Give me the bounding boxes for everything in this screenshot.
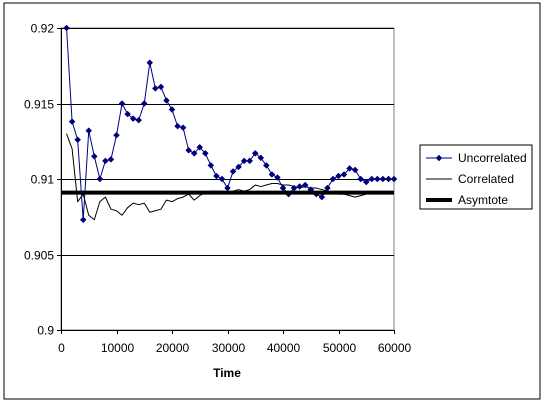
data-point-uncorrelated [229,168,237,175]
legend-item-asymtote: Asymtote [426,193,508,207]
legend-items: Uncorrelated Correlated Asymtote [426,151,527,207]
data-point-uncorrelated [85,127,93,135]
data-point-uncorrelated [190,149,198,157]
data-point-uncorrelated [118,100,126,107]
data-point-uncorrelated [196,143,204,151]
data-point-uncorrelated [213,172,220,180]
data-point-uncorrelated [390,175,398,183]
data-point-uncorrelated [163,97,170,104]
data-point-uncorrelated [157,83,165,91]
data-point-uncorrelated [146,59,154,67]
data-point-uncorrelated [74,136,82,144]
data-point-uncorrelated [385,175,392,183]
data-point-uncorrelated [329,175,337,183]
data-point-uncorrelated [179,124,187,132]
data-point-uncorrelated [301,181,309,189]
data-point-uncorrelated [107,156,115,163]
gridlines [61,28,394,256]
data-point-uncorrelated [373,175,381,183]
data-point-uncorrelated [262,162,270,169]
data-point-uncorrelated [90,152,98,160]
data-point-uncorrelated [102,157,109,165]
data-point-uncorrelated [168,106,176,113]
data-point-uncorrelated [174,122,181,130]
x-tick-label: 60000 [378,341,412,355]
data-point-uncorrelated [151,85,159,92]
data-point-uncorrelated [362,178,370,186]
series-layer [61,24,398,224]
x-tick-label: 50000 [323,341,357,355]
y-tick-label: 0.9 [37,324,54,338]
y-tick-label: 0.91 [31,173,55,187]
y-tick-label: 0.915 [24,98,54,112]
data-point-uncorrelated [318,193,326,201]
data-point-uncorrelated [296,183,304,190]
data-point-uncorrelated [201,149,209,157]
data-point-uncorrelated [246,157,254,165]
legend-item-uncorrelated: Uncorrelated [426,151,527,165]
legend-label-correlated: Correlated [458,172,514,186]
data-point-uncorrelated [96,175,104,183]
data-point-uncorrelated [79,216,87,224]
data-point-uncorrelated [63,24,70,32]
data-point-uncorrelated [113,131,120,139]
x-tick-label: 10000 [101,341,135,355]
data-point-uncorrelated [124,110,131,118]
x-tick-label: 0 [58,341,65,355]
data-point-uncorrelated [351,166,359,174]
x-tick-label: 40000 [267,341,301,355]
legend: Uncorrelated Correlated Asymtote [419,144,533,210]
legend-label-uncorrelated: Uncorrelated [458,151,527,165]
data-point-uncorrelated [340,171,348,178]
legend-item-correlated: Correlated [426,172,514,186]
data-point-uncorrelated [357,175,365,183]
x-axis: 0 10000 20000 30000 40000 50000 60000 [58,330,412,355]
data-point-uncorrelated [346,165,353,172]
legend-marker-uncorrelated [435,154,443,162]
y-tick-label: 0.905 [24,249,54,263]
data-point-uncorrelated [218,175,226,183]
data-point-uncorrelated [207,162,215,169]
data-point-uncorrelated [185,146,193,154]
data-point-uncorrelated [274,174,281,181]
data-point-uncorrelated [240,157,248,165]
y-tick-label: 0.92 [31,22,55,36]
data-point-uncorrelated [379,175,387,183]
data-point-uncorrelated [235,163,242,171]
data-point-uncorrelated [135,116,143,124]
x-tick-label: 20000 [156,341,190,355]
data-point-uncorrelated [257,154,265,162]
data-point-uncorrelated [140,100,148,107]
data-point-uncorrelated [68,118,76,125]
y-axis: 0.9 0.905 0.91 0.915 0.92 [24,22,62,338]
data-point-uncorrelated [335,172,342,180]
data-point-uncorrelated [368,175,376,183]
data-point-uncorrelated [268,171,276,178]
data-point-uncorrelated [251,149,259,157]
legend-label-asymtote: Asymtote [458,193,508,207]
series-uncorrelated [63,24,398,224]
data-point-uncorrelated [129,115,137,122]
x-axis-title: Time [213,366,241,380]
x-tick-label: 30000 [212,341,246,355]
